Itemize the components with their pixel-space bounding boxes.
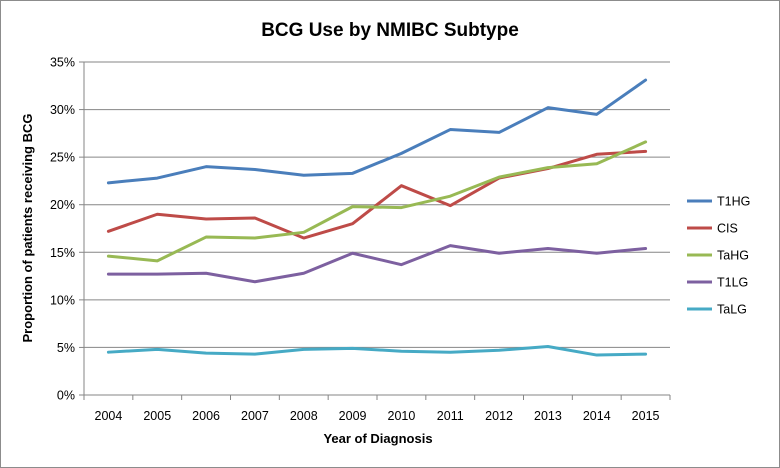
y-tick-label: 30% — [50, 103, 75, 117]
y-tick-label: 10% — [50, 293, 75, 307]
x-tick-label: 2011 — [437, 409, 464, 423]
x-tick-label: 2008 — [290, 409, 318, 423]
x-tick-label: 2013 — [534, 409, 562, 423]
x-tick-label: 2014 — [583, 409, 611, 423]
x-tick-label: 2005 — [143, 409, 171, 423]
chart-title: BCG Use by NMIBC Subtype — [261, 20, 519, 41]
x-axis-title: Year of Diagnosis — [323, 431, 432, 446]
x-tick-labels: 2004 2005 2006 2007 2008 2009 2010 2011 2012 2013… — [95, 409, 660, 423]
y-tick-label: 15% — [50, 246, 75, 260]
x-tick-label: 2007 — [241, 409, 269, 423]
series-lines — [106, 78, 648, 357]
series-line-talg — [106, 344, 648, 357]
y-axis-title: Proportion of patients receiving BCG — [20, 114, 35, 343]
legend-label-cis: CIS — [717, 222, 738, 236]
y-tick-label: 5% — [57, 341, 75, 355]
x-tick-label: 2009 — [339, 409, 367, 423]
series-line-tahg — [106, 140, 648, 263]
y-tick-label: 0% — [57, 389, 75, 403]
x-tick-label: 2015 — [632, 409, 660, 423]
legend-label-t1lg: T1LG — [717, 276, 748, 290]
legend-label-t1hg: T1HG — [717, 195, 750, 209]
x-tick-label: 2006 — [192, 409, 220, 423]
x-tick-label: 2010 — [388, 409, 416, 423]
y-tick-labels: 0% 5% 10% 15% 20% 25% 30% 35% — [50, 56, 75, 403]
y-tick-label: 35% — [50, 56, 75, 70]
legend: T1HG CIS TaHG T1LG TaLG — [687, 195, 750, 317]
legend-label-talg: TaLG — [717, 303, 747, 317]
x-tick-label: 2004 — [95, 409, 123, 423]
series-line-t1lg — [106, 244, 648, 284]
axes — [83, 62, 671, 400]
y-tick-label: 20% — [50, 198, 75, 212]
legend-label-tahg: TaHG — [717, 249, 749, 263]
series-line-t1hg — [106, 78, 648, 185]
x-tick-label: 2012 — [485, 409, 513, 423]
y-tick-label: 25% — [50, 151, 75, 165]
